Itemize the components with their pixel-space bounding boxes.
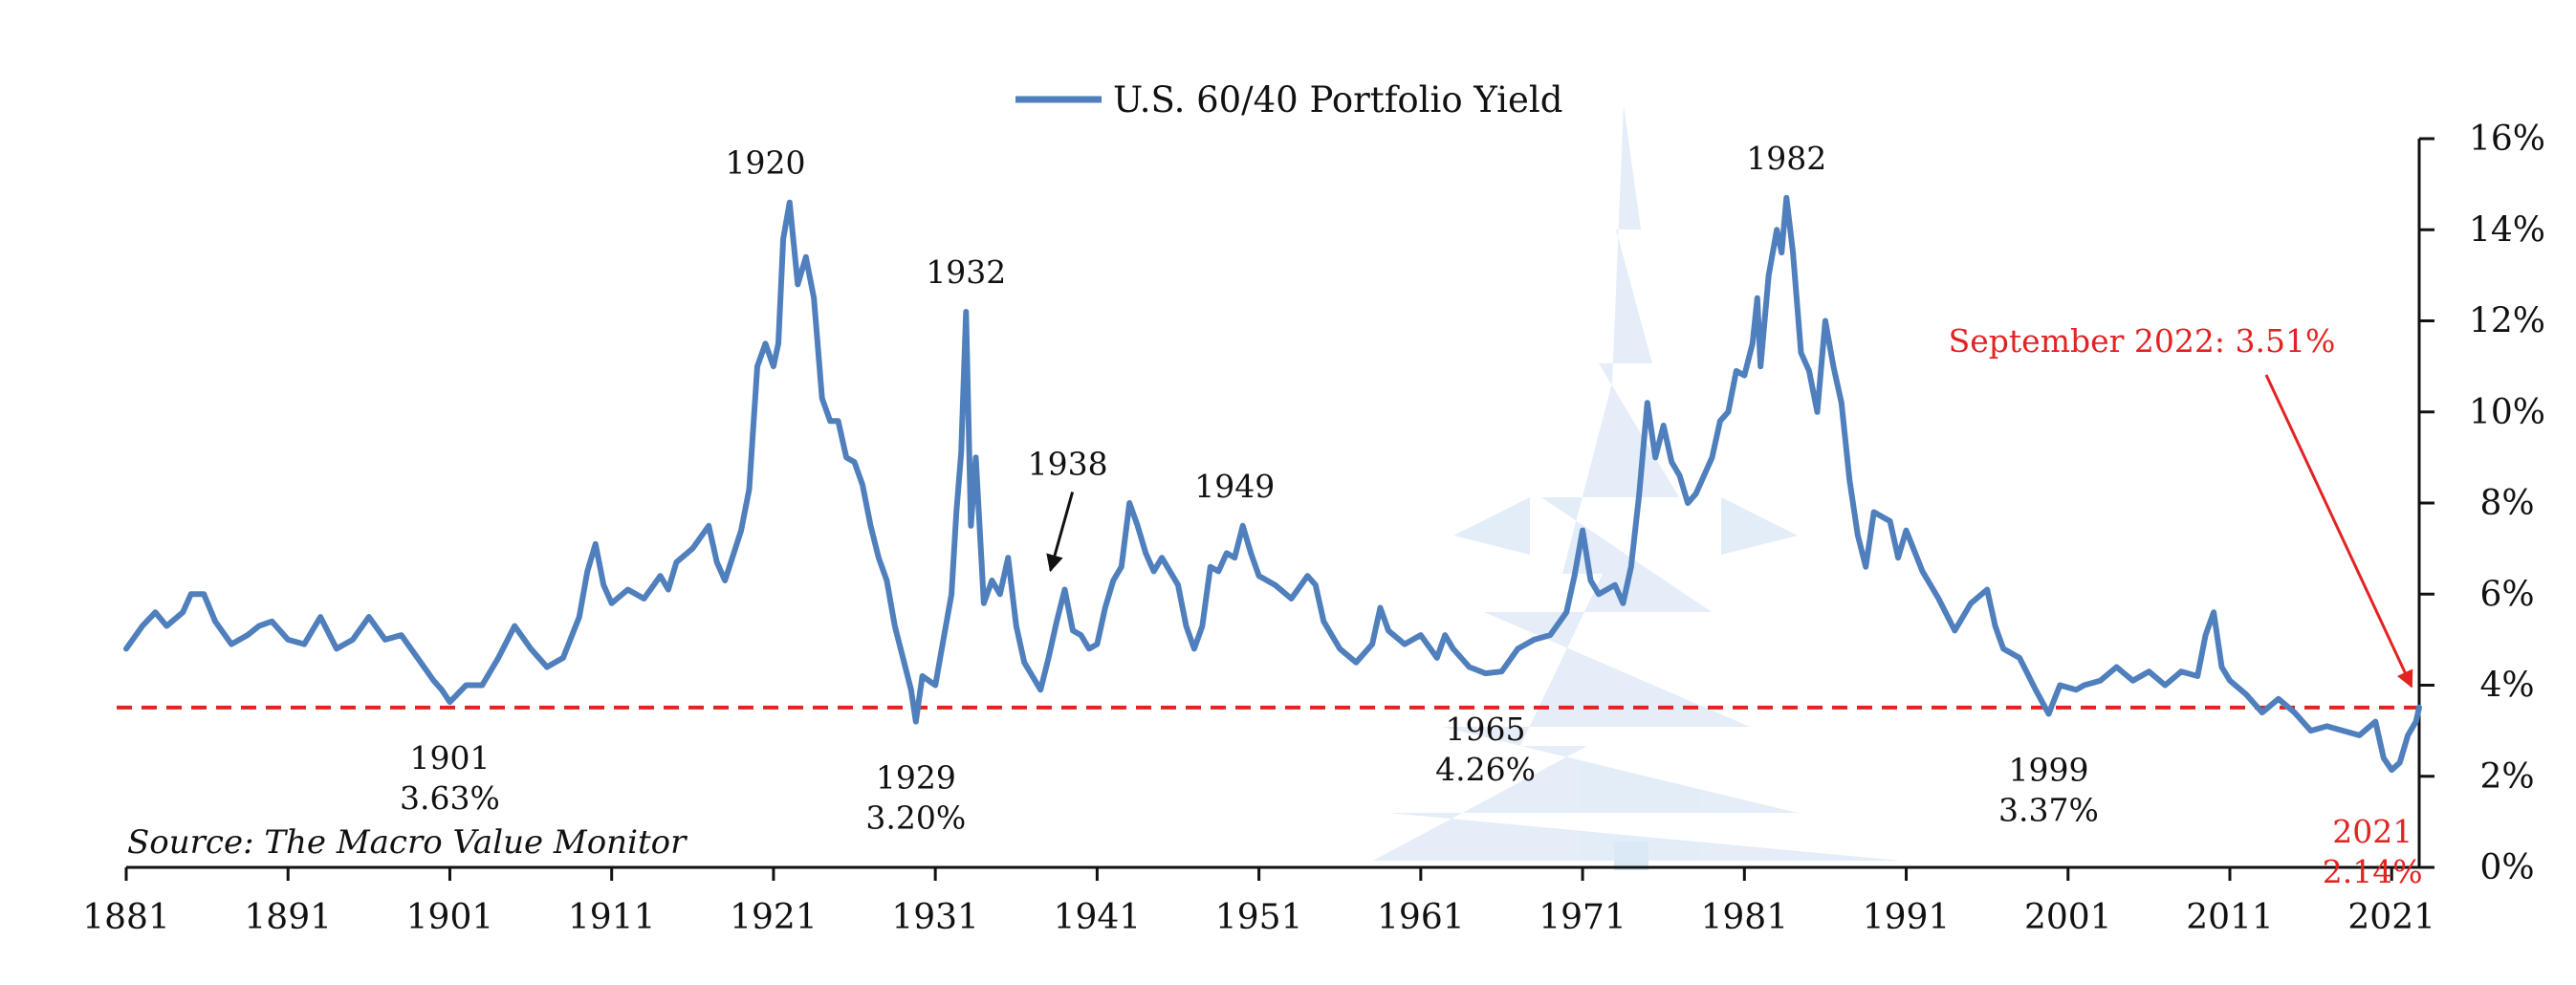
annotation-callout-label: September 2022: 3.51% xyxy=(1949,322,2336,360)
x-tick-label: 2021 xyxy=(2347,898,2435,937)
x-tick-label: 2001 xyxy=(2024,898,2112,937)
y-tick-label: 8% xyxy=(2479,484,2534,523)
annotation-1938: 1938 xyxy=(1028,445,1108,573)
legend-label: U.S. 60/40 Portfolio Yield xyxy=(1113,79,1562,120)
annotation-arrow xyxy=(1046,492,1075,573)
x-tick-label: 1911 xyxy=(568,898,656,937)
annotation-value-label: 3.63% xyxy=(400,779,500,817)
x-tick-label: 1881 xyxy=(82,898,170,937)
annotation-year-label: 2021 xyxy=(2332,813,2412,850)
annotation-year-label: 1965 xyxy=(1446,711,1526,748)
x-tick-label: 1981 xyxy=(1700,898,1788,937)
y-tick-label: 16% xyxy=(2469,120,2545,159)
x-tick-label: 1971 xyxy=(1539,898,1626,937)
annotation-year-label: 1929 xyxy=(876,759,956,797)
x-axis: 1881 1891 1901 1911 1921 1931 1941 1951 1961 1971… xyxy=(82,865,2435,937)
annotation-year-label: 1999 xyxy=(2008,752,2088,789)
y-tick-label: 0% xyxy=(2479,848,2534,887)
x-tick-label: 2011 xyxy=(2186,898,2274,937)
annotation-year-label: 1982 xyxy=(1746,140,1826,177)
annotation-value-label: 3.37% xyxy=(1998,792,2099,829)
annotation-1982: 1982 xyxy=(1746,140,1826,177)
annotation-year-label: 1938 xyxy=(1028,445,1108,482)
annotation-callout-arrow xyxy=(2264,374,2413,689)
series-line-us-60-40-yield xyxy=(123,194,2422,774)
legend: U.S. 60/40 Portfolio Yield xyxy=(1015,79,1562,120)
y-tick-label: 10% xyxy=(2469,393,2545,432)
annotation-value-label: 2.14% xyxy=(2323,853,2423,890)
y-tick-label: 12% xyxy=(2469,302,2545,341)
annotation-september-2022-3-51-: September 2022: 3.51% xyxy=(1949,322,2413,689)
x-tick-label: 1901 xyxy=(406,898,494,937)
annotation-1949: 1949 xyxy=(1194,468,1275,505)
y-tick-label: 14% xyxy=(2469,210,2545,250)
x-tick-label: 1991 xyxy=(1863,898,1951,937)
annotations: 1920193219381949198219013.63%19293.20%19… xyxy=(400,140,2423,890)
annotation-value-label: 4.26% xyxy=(1435,751,1536,788)
y-tick-label: 4% xyxy=(2479,667,2534,706)
source-note: Source: The Macro Value Monitor xyxy=(127,823,688,862)
x-tick-label: 1891 xyxy=(244,898,332,937)
annotation-1932: 1932 xyxy=(926,253,1006,291)
watermark-tree xyxy=(1373,105,1901,870)
y-tick-label: 2% xyxy=(2479,757,2534,797)
annotation-year-label: 1949 xyxy=(1194,468,1275,505)
x-tick-label: 1961 xyxy=(1377,898,1465,937)
x-tick-label: 1941 xyxy=(1054,898,1142,937)
annotation-1920: 1920 xyxy=(725,144,805,182)
x-tick-label: 1921 xyxy=(730,898,818,937)
x-tick-label: 1951 xyxy=(1215,898,1303,937)
annotation-value-label: 3.20% xyxy=(865,799,966,837)
y-tick-label: 6% xyxy=(2479,575,2534,614)
annotation-year-label: 1932 xyxy=(926,253,1006,291)
y-axis: 0% 2% 4% 6% 8% 10% 12% 14% 16% xyxy=(2417,120,2545,887)
x-tick-label: 1931 xyxy=(891,898,979,937)
annotation-year-label: 1901 xyxy=(409,739,490,777)
annotation-year-label: 1920 xyxy=(725,144,805,182)
